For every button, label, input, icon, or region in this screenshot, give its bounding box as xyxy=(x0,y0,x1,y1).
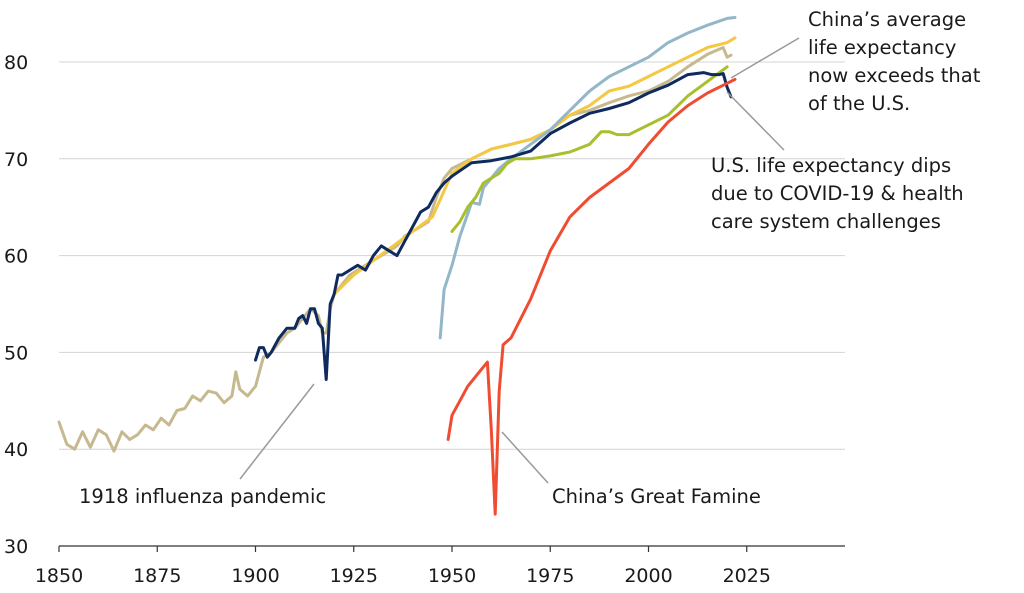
x-tick-label: 2000 xyxy=(624,565,672,587)
x-tick-label: 2025 xyxy=(723,565,771,587)
series-line-4 xyxy=(450,65,729,233)
x-tick-label: 1925 xyxy=(330,565,378,587)
series-line-1 xyxy=(57,46,733,453)
annotation-china-line: now exceeds that xyxy=(808,64,981,87)
x-tick-label: 1875 xyxy=(133,565,181,587)
series-line-5 xyxy=(254,71,733,381)
influenza-leader-line xyxy=(239,383,315,480)
china-leader-line xyxy=(730,37,800,79)
x-tick-label: 1900 xyxy=(231,565,279,587)
annotation-famine: China’s Great Famine xyxy=(552,485,761,508)
axes: 1850 1875 1900 1925 1950 1975 2000 2025 30 40 50 60… xyxy=(4,52,845,587)
gridlines xyxy=(59,61,845,450)
famine-leader-line xyxy=(501,431,549,484)
y-tick-label: 80 xyxy=(4,52,28,74)
us-leader-line xyxy=(726,91,785,151)
x-tick-label: 1850 xyxy=(35,565,83,587)
annotation-china-line: life expectancy xyxy=(808,36,956,59)
annotation-us-line: U.S. life expectancy dips xyxy=(711,154,951,177)
annotation-china-line: China’s average xyxy=(808,8,966,31)
y-tick-label: 50 xyxy=(4,342,28,364)
y-tick-label: 30 xyxy=(4,536,28,558)
x-tick-label: 1950 xyxy=(428,565,476,587)
y-tick-label: 70 xyxy=(4,149,28,171)
series-line-2 xyxy=(332,36,737,296)
x-tick-label: 1975 xyxy=(526,565,574,587)
series-line-3 xyxy=(438,16,737,340)
y-tick-label: 60 xyxy=(4,246,28,268)
series-line-6 xyxy=(446,77,737,516)
annotation-influenza: 1918 influenza pandemic xyxy=(79,485,326,508)
annotation-us-line: due to COVID-19 & health xyxy=(711,182,964,205)
series-lines xyxy=(57,16,737,516)
annotation-china-line: of the U.S. xyxy=(808,92,910,115)
annotations: 1918 influenza pandemic China’s Great Fam… xyxy=(79,8,981,508)
y-tick-label: 40 xyxy=(4,439,28,461)
annotation-us-line: care system challenges xyxy=(711,210,941,233)
